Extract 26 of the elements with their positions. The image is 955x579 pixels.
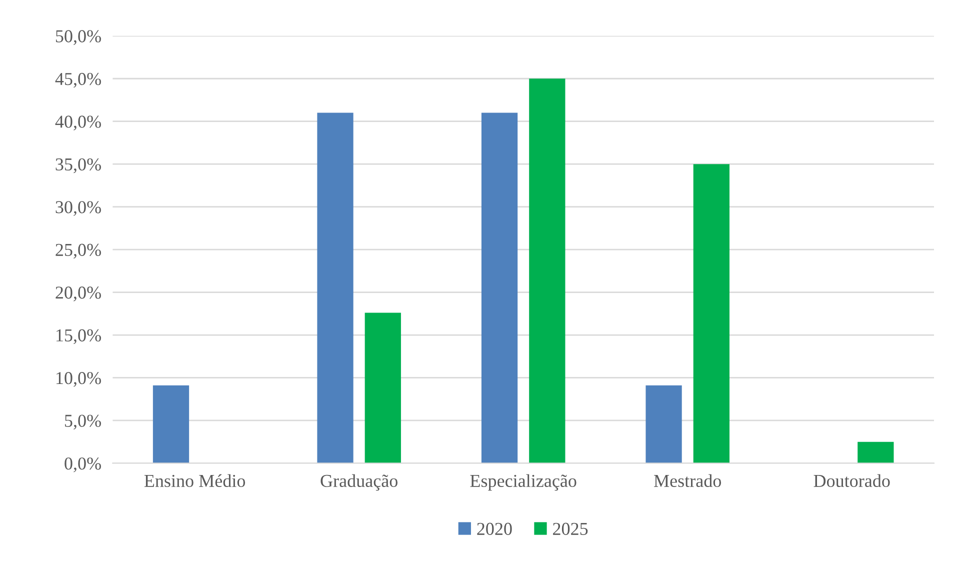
- legend-label: 2025: [553, 522, 588, 535]
- y-tick-label: 15,0%: [56, 329, 101, 344]
- y-tick-label: 0,0%: [64, 457, 101, 472]
- y-tick-label: 5,0%: [65, 414, 101, 430]
- y-tick-label: 10,0%: [56, 372, 101, 387]
- y-tick-label: 45,0%: [55, 72, 101, 88]
- bar: [646, 385, 682, 464]
- bar: [317, 112, 354, 464]
- y-tick-label: 30,0%: [56, 201, 101, 216]
- x-tick-label: Doutorado: [814, 474, 890, 488]
- bar: [529, 78, 566, 464]
- y-tick-label: 20,0%: [56, 286, 101, 302]
- y-tick-label: 40,0%: [55, 116, 101, 130]
- x-tick-label: Especialização: [470, 474, 576, 491]
- y-tick-label: 50,0%: [56, 30, 101, 45]
- bar: [481, 112, 518, 464]
- y-tick-label: 25,0%: [56, 244, 101, 259]
- bar: [364, 312, 401, 464]
- x-tick-label: Mestrado: [654, 474, 722, 488]
- x-tick-label: Graduação: [320, 474, 398, 491]
- y-tick-label: 35,0%: [56, 158, 101, 174]
- bar: [858, 442, 894, 464]
- x-tick-label: Ensino Médio: [144, 474, 246, 488]
- bar: [152, 385, 190, 464]
- bar: [693, 164, 730, 464]
- legend-label: 2020: [477, 522, 512, 535]
